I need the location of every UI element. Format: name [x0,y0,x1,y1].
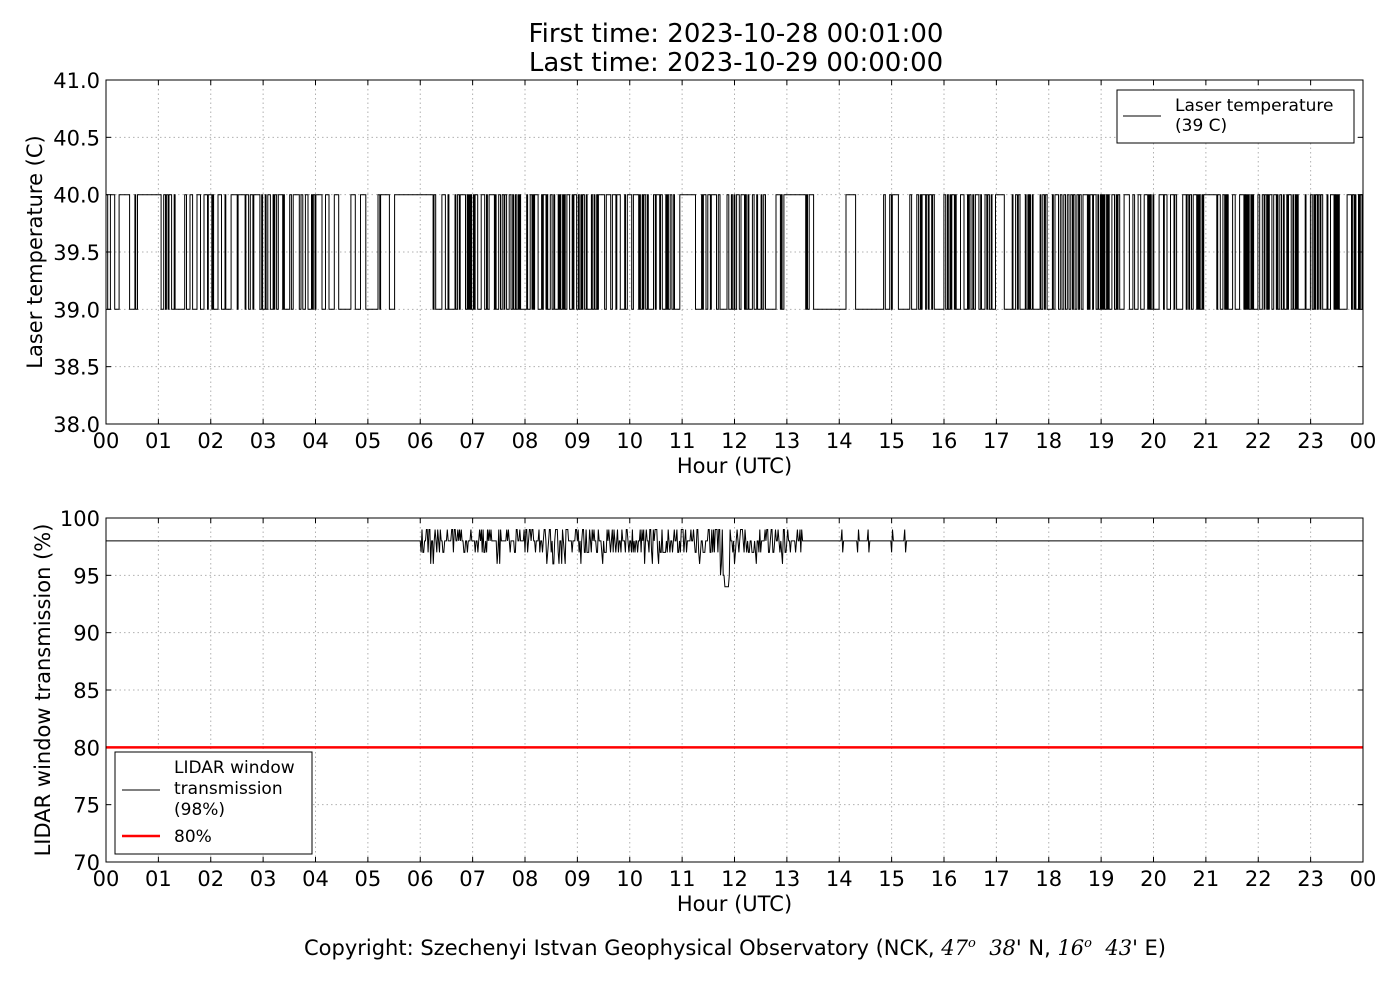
panel2-x-tick-label: 21 [1193,867,1220,891]
latitude-degrees: 47 [941,936,968,960]
panel1-y-tick-label: 38.0 [53,413,100,437]
panel1-x-tick-label: 18 [1035,429,1062,453]
longitude-direction: ' E) [1132,936,1167,960]
lidar-transmission-line [106,529,1363,588]
panel1-x-tick-label: 16 [931,429,958,453]
panel2-x-tick-label: 10 [616,867,643,891]
panel1-x-tick-label: 05 [355,429,382,453]
panel1-x-tick-label: 00 [1350,429,1377,453]
panel1-x-tick-label: 21 [1193,429,1220,453]
panel1-x-tick-label: 17 [983,429,1010,453]
panel1-x-tick-label: 09 [564,429,591,453]
panel2-legend-label-threshold: 80% [174,827,212,847]
panel1-x-tick-label: 06 [407,429,434,453]
copyright-note: Copyright: Szechenyi Istvan Geophysical … [0,936,1400,960]
panel1-x-tick-label: 00 [93,429,120,453]
panel1-y-tick-label: 39.5 [53,241,100,265]
longitude-minutes: 43 [1105,936,1133,960]
panel1-x-tick-label: 12 [721,429,748,453]
panel2-y-axis-label: LIDAR window transmission (%) [31,524,55,857]
panel2-legend-label-transmission: LIDAR window [174,758,295,778]
latitude-minutes: 38 [989,936,1016,960]
panel2-x-tick-label: 20 [1140,867,1167,891]
chart-title-last-time: Last time: 2023-10-29 00:00:00 [528,48,944,78]
panel1-x-tick-label: 10 [616,429,643,453]
panel2-x-tick-label: 01 [145,867,172,891]
panel1-x-tick-label: 02 [197,429,224,453]
panel2-legend-label-transmission: (98%) [174,800,225,820]
panel2-x-tick-label: 00 [1350,867,1377,891]
panel1-x-tick-label: 04 [302,429,329,453]
panel2-y-tick-label: 80 [73,736,100,760]
panel1-x-tick-label: 15 [878,429,905,453]
panel2-x-tick-label: 13 [774,867,801,891]
panel1-legend-label: Laser temperature [1175,96,1333,116]
panel1-x-axis-label: Hour (UTC) [677,454,792,478]
panel2-x-tick-label: 04 [302,867,329,891]
panel1-frame [105,79,1364,425]
longitude-degree-symbol: o [1084,936,1092,951]
panel1-x-tick-label: 22 [1245,429,1272,453]
panel2-x-tick-label: 12 [721,867,748,891]
chart-title-first-time: First time: 2023-10-28 00:01:00 [528,19,944,49]
panel2-x-tick-label: 06 [407,867,434,891]
panel2-x-tick-label: 08 [512,867,539,891]
panel2-x-tick-label: 19 [1088,867,1115,891]
panel1-y-tick-label: 40.0 [53,184,100,208]
panel1-x-tick-label: 19 [1088,429,1115,453]
panel2-y-tick-label: 90 [73,622,100,646]
panel1-x-tick-label: 07 [459,429,486,453]
panel1-x-tick-label: 23 [1297,429,1324,453]
panel2-x-tick-label: 11 [669,867,696,891]
panel1-x-tick-label: 03 [250,429,277,453]
panel1-y-tick-label: 39.0 [53,298,100,322]
panel1-x-tick-label: 14 [826,429,853,453]
laser-temperature-line [106,194,1364,310]
panel2-x-tick-label: 18 [1035,867,1062,891]
panel1-legend-box [1116,89,1355,144]
panel2-frame [105,517,1364,863]
panel2-y-tick-label: 75 [73,794,100,818]
panel2-legend-label-transmission: transmission [174,779,283,799]
panel1-x-tick-label: 08 [512,429,539,453]
panel2-y-tick-label: 70 [73,851,100,875]
panel2-x-tick-label: 14 [826,867,853,891]
panel2-x-tick-label: 22 [1245,867,1272,891]
copyright-prefix: Copyright: Szechenyi Istvan Geophysical … [303,936,942,960]
latitude-direction: ' N, [1015,936,1058,960]
panel2-x-tick-label: 05 [355,867,382,891]
latitude-degree-symbol: o [968,936,976,951]
panel2-x-tick-label: 16 [931,867,958,891]
panel2-y-tick-label: 100 [60,507,100,531]
panel1-x-tick-label: 13 [774,429,801,453]
panel2-x-axis-label: Hour (UTC) [677,892,792,916]
panel2-x-tick-label: 00 [93,867,120,891]
longitude-degrees: 16 [1057,936,1085,960]
panel2-x-tick-label: 09 [564,867,591,891]
panel2-x-tick-label: 03 [250,867,277,891]
panel1-x-tick-label: 20 [1140,429,1167,453]
panel1-y-axis-label: Laser temperature (C) [23,135,47,368]
panel2-x-tick-label: 15 [878,867,905,891]
panel2-y-tick-label: 95 [73,564,100,588]
panel1-x-tick-label: 01 [145,429,172,453]
panel2-legend-box [114,751,313,855]
panel1-legend-label: (39 C) [1175,116,1227,136]
panel2-x-tick-label: 07 [459,867,486,891]
panel2-y-tick-label: 85 [73,679,100,703]
panel2-x-tick-label: 02 [197,867,224,891]
panel1-y-tick-label: 40.5 [53,126,100,150]
panel1-x-tick-label: 11 [669,429,696,453]
panel2-x-tick-label: 17 [983,867,1010,891]
panel2-x-tick-label: 23 [1297,867,1324,891]
panel1-y-tick-label: 38.5 [53,356,100,380]
